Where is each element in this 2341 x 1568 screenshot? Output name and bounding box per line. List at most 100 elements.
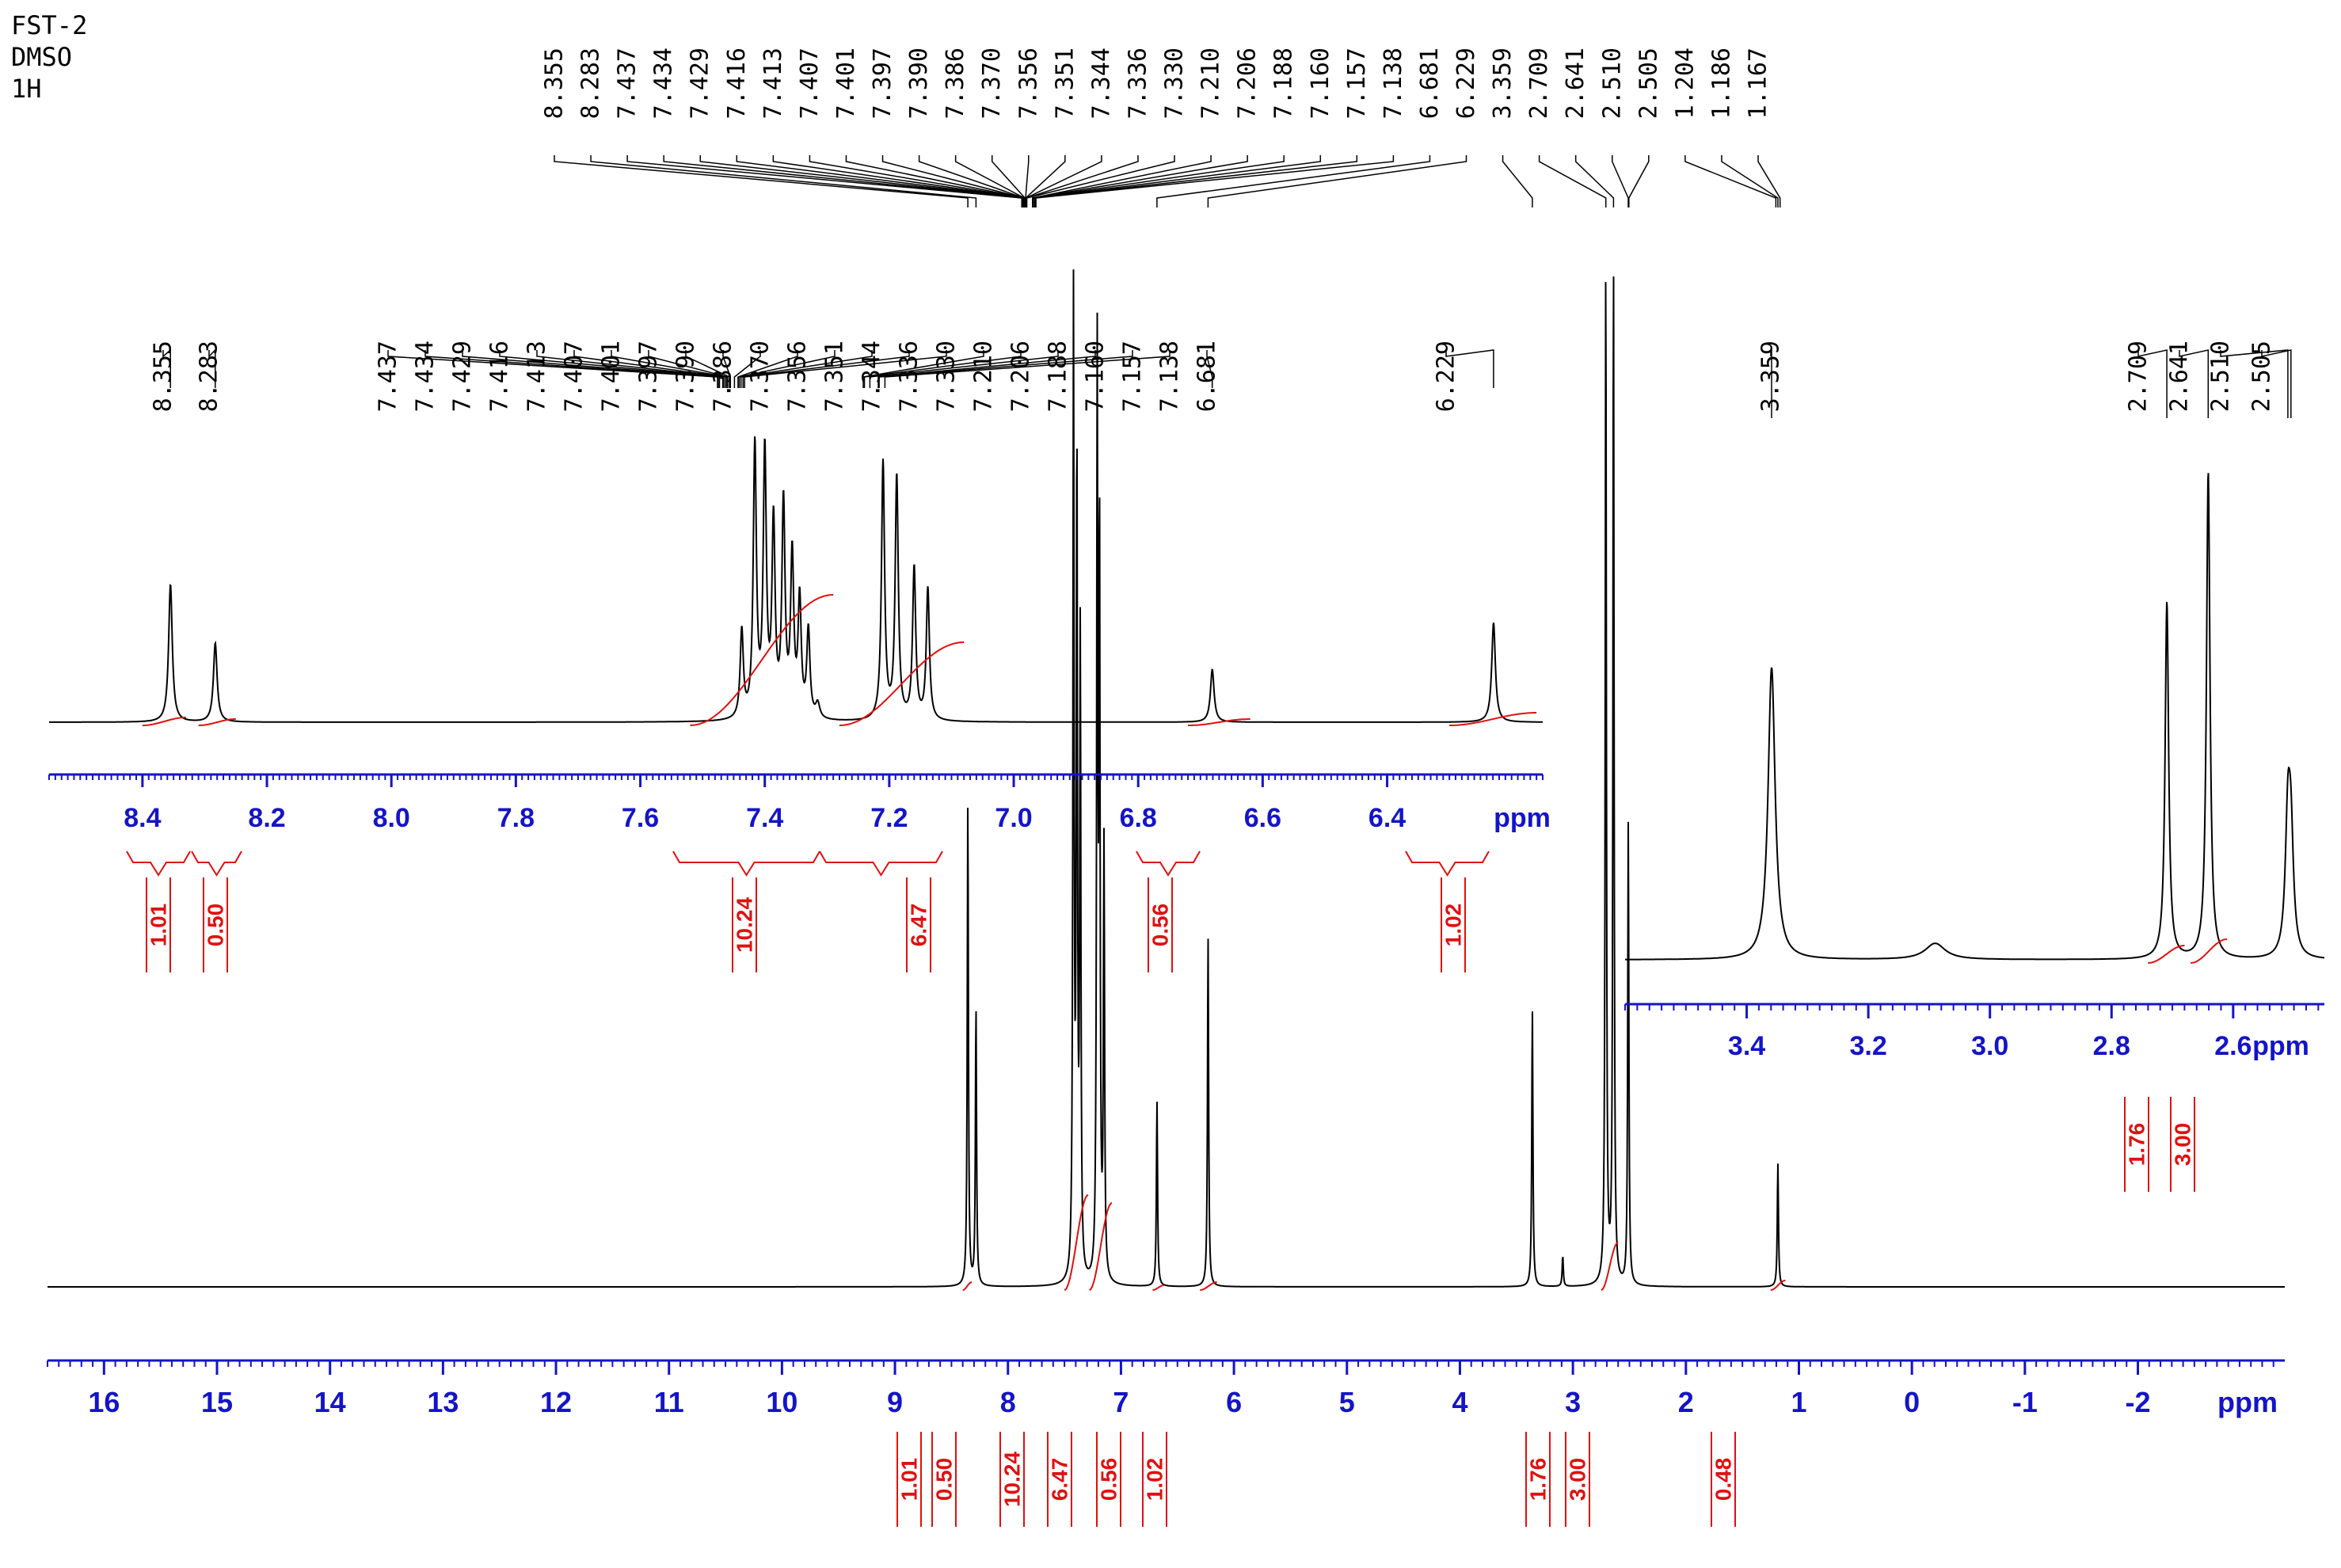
- aliphatic-peak-label-leader: [2137, 349, 2168, 418]
- full-tick-label: 2: [1678, 1386, 1694, 1418]
- aliphatic-peak-label-leader: [2220, 349, 2289, 418]
- aromatic-peak-label-leader: [536, 350, 725, 388]
- full-peak-label-leader: [1207, 155, 1467, 207]
- full-peak-label-leader: [1721, 155, 1779, 207]
- aliphatic-integral-label: 1.76: [2125, 1123, 2149, 1166]
- aromatic-peak-label-leader: [648, 350, 729, 388]
- aromatic-integral-curve: [690, 594, 834, 726]
- full-peak-label-leader: [1026, 155, 1175, 207]
- full-integral-label: 1.02: [1143, 1458, 1167, 1501]
- full-peak-label: 6.229: [1452, 48, 1480, 119]
- aromatic-tick-label: 7.4: [746, 803, 783, 833]
- aromatic-peak-label-leader: [611, 350, 728, 388]
- aliphatic-peak-label-leader: [1770, 349, 1772, 418]
- full-tick-label: 9: [887, 1386, 903, 1418]
- full-peak-label: 7.351: [1051, 48, 1079, 119]
- full-peak-label: 1.204: [1671, 48, 1699, 119]
- aromatic-peak-label-leader: [424, 350, 719, 388]
- full-peak-label-leader: [1574, 155, 1615, 207]
- full-tick-label: 14: [314, 1386, 346, 1418]
- aromatic-integral-curve: [1449, 712, 1537, 726]
- full-peak-label: 7.160: [1307, 48, 1334, 119]
- aromatic-peak-label-leader: [685, 350, 730, 388]
- aromatic-tick-label: 7.8: [497, 803, 535, 833]
- full-integral-curve: [1089, 1202, 1113, 1291]
- full-peak-label: 7.344: [1087, 48, 1115, 119]
- full-peak-label-leader: [1033, 155, 1285, 207]
- aromatic-peak-label-leader: [722, 350, 732, 388]
- aliphatic-axis-unit: ppm: [2252, 1031, 2309, 1061]
- full-integral-label: 0.50: [932, 1458, 957, 1501]
- full-integral-curve: [1770, 1280, 1786, 1291]
- full-peak-label-leader: [991, 155, 1026, 207]
- aromatic-integral-label: 6.47: [907, 904, 931, 947]
- aromatic-peak-label-leader: [869, 350, 1059, 388]
- full-tick-label: 1: [1791, 1386, 1806, 1418]
- full-peak-label-leader: [1538, 155, 1607, 207]
- full-tick-label: 13: [427, 1386, 459, 1418]
- full-integral-curve: [962, 1281, 973, 1291]
- aromatic-tick-label: 7.6: [622, 803, 659, 833]
- aliphatic-tick-label: 3.4: [1728, 1031, 1765, 1061]
- full-peak-label-leader: [1612, 155, 1629, 207]
- aromatic-tick-label: 6.6: [1244, 803, 1281, 833]
- full-peak-label-leader: [1502, 155, 1533, 207]
- aliphatic-inset-trace: [1625, 473, 2324, 961]
- full-axis-unit: ppm: [2217, 1386, 2278, 1418]
- full-tick-label: 10: [766, 1386, 797, 1418]
- full-peak-label: 7.407: [796, 48, 824, 119]
- full-peak-label: 7.210: [1197, 48, 1225, 119]
- full-peak-label: 8.355: [541, 48, 569, 119]
- full-peak-label: 1.167: [1745, 48, 1772, 119]
- full-peak-label: 7.206: [1234, 48, 1262, 119]
- full-peak-label: 7.356: [1014, 48, 1042, 119]
- full-tick-label: 8: [1000, 1386, 1016, 1418]
- full-peak-label-leader: [1757, 155, 1781, 207]
- full-integral-label: 0.48: [1711, 1458, 1736, 1501]
- aromatic-peak-label-leader: [863, 350, 1022, 388]
- aromatic-integral-label: 10.24: [733, 897, 757, 953]
- full-peak-label: 6.681: [1416, 48, 1444, 119]
- full-peak-label-leader: [626, 155, 1022, 207]
- integral-span-bracket: [1136, 851, 1201, 877]
- aromatic-peak-label-leader: [878, 350, 1133, 388]
- full-integral-curve: [1064, 1194, 1089, 1291]
- full-peak-label-leader: [1025, 155, 1066, 207]
- full-peak-label: 7.413: [759, 48, 787, 119]
- integral-span-bracket: [191, 851, 242, 877]
- full-integral-curve: [1601, 1242, 1619, 1291]
- aliphatic-integral-curve: [2148, 945, 2185, 964]
- aromatic-tick-label: 8.4: [124, 803, 161, 833]
- aromatic-tick-label: 6.4: [1368, 803, 1406, 833]
- full-peak-label: 7.429: [687, 48, 714, 119]
- aromatic-integral-curve: [198, 718, 236, 726]
- aromatic-integral-label: 1.02: [1441, 904, 1466, 947]
- full-peak-label: 8.283: [577, 48, 605, 119]
- full-peak-label: 3.359: [1489, 48, 1517, 119]
- full-peak-label: 7.336: [1124, 48, 1151, 119]
- aliphatic-peak-label-leader: [2179, 349, 2210, 418]
- full-tick-label: -1: [2012, 1386, 2038, 1418]
- nucleus-label: 1H: [11, 74, 42, 104]
- full-tick-label: 6: [1226, 1386, 1242, 1418]
- full-peak-label-leader: [1684, 155, 1777, 207]
- full-integral-label: 1.01: [897, 1458, 922, 1501]
- full-peak-label: 7.416: [723, 48, 751, 119]
- full-peak-label: 7.386: [942, 48, 969, 119]
- aromatic-tick-label: 7.2: [870, 803, 908, 833]
- aromatic-tick-label: 8.2: [248, 803, 285, 833]
- aliphatic-tick-label: 2.8: [2093, 1031, 2130, 1061]
- aromatic-peak-label-leader: [162, 348, 171, 388]
- full-tick-label: 7: [1113, 1386, 1129, 1418]
- solvent-label: DMSO: [11, 42, 73, 72]
- full-peak-label: 7.401: [832, 48, 860, 119]
- aromatic-peak-label-leader: [573, 350, 726, 388]
- aliphatic-tick-label: 3.0: [1971, 1031, 2008, 1061]
- full-peak-label: 1.186: [1707, 48, 1735, 119]
- aliphatic-integral-curve: [2191, 938, 2228, 964]
- full-peak-label: 7.397: [869, 48, 896, 119]
- aromatic-peak-label-leader: [462, 350, 721, 388]
- aromatic-integral-curve: [1188, 718, 1250, 726]
- full-peak-label-leader: [918, 155, 1025, 207]
